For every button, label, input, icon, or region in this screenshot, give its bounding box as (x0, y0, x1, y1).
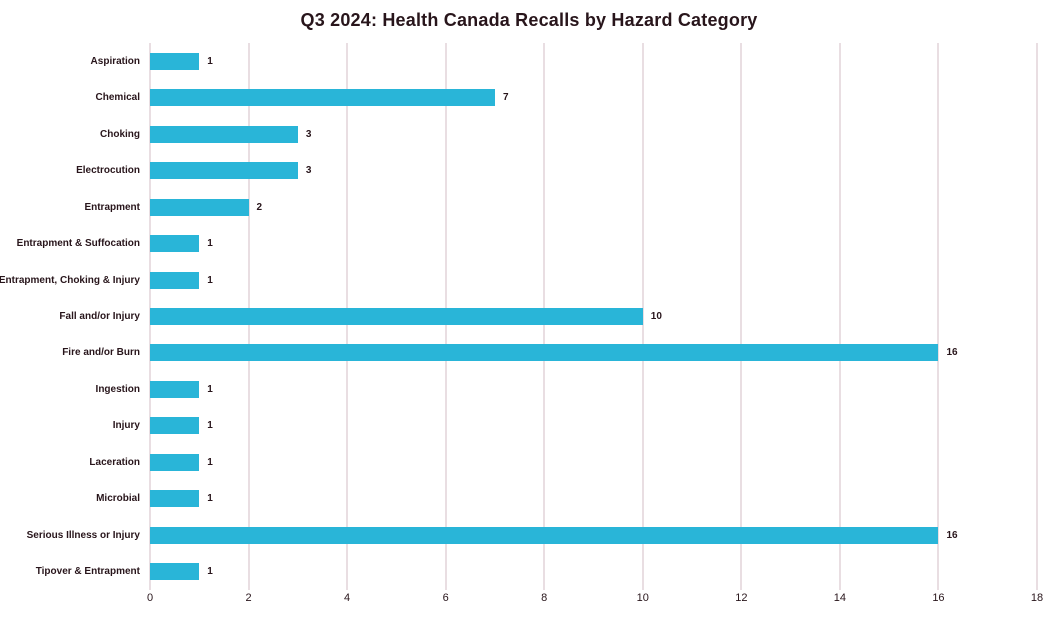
bar (150, 52, 200, 70)
category-label: Laceration (89, 456, 140, 468)
bar (150, 490, 200, 508)
value-label: 1 (207, 456, 213, 468)
plot-area: Aspiration 1 Chemical 7 Choking 3 Electrocutio… (0, 43, 1038, 590)
gridline (937, 43, 940, 590)
value-label: 1 (207, 383, 213, 395)
bar-row: Electrocution 3 (76, 152, 1037, 188)
bar (150, 344, 939, 362)
bar (150, 526, 939, 544)
category-label: Fire and/or Burn (62, 347, 140, 359)
bar-row: Entrapment, Choking & Injury 1 (0, 262, 1037, 298)
value-label: 1 (207, 493, 213, 505)
value-label: 1 (207, 274, 213, 286)
value-label: 7 (502, 92, 509, 104)
x-tick-label: 0 (146, 592, 154, 604)
x-tick-label: 14 (833, 592, 846, 604)
chart-title: Q3 2024: Health Canada Recalls by Hazard… (300, 10, 758, 30)
bar-row: Choking 3 (100, 116, 1037, 152)
category-label: Chemical (95, 92, 140, 104)
bar-row: Tipover & Entrapment 1 (36, 554, 1037, 590)
x-tick-label: 12 (735, 592, 748, 604)
bar (150, 308, 643, 326)
category-label: Tipover & Entrapment (35, 566, 140, 578)
bar-row: Aspiration 1 (91, 43, 1037, 79)
bar (150, 453, 200, 471)
value-label: 10 (650, 311, 662, 323)
gridline (838, 43, 841, 590)
bar-row: Chemical 7 (96, 79, 1037, 115)
value-label: 3 (305, 165, 312, 177)
gridline (1036, 43, 1038, 590)
gridline (740, 43, 743, 590)
bar-rows: Aspiration 1 Chemical 7 Choking 3 Electrocutio… (0, 43, 1037, 590)
x-tick-label: 18 (1030, 592, 1044, 604)
value-label: 2 (256, 201, 263, 213)
category-label: Ingestion (95, 383, 140, 395)
value-label: 16 (946, 347, 958, 359)
bar (150, 235, 200, 253)
x-tick-label: 10 (636, 592, 649, 604)
bar-row: Microbial 1 (96, 481, 1037, 517)
category-label: Microbial (96, 493, 140, 505)
category-label: Entrapment (84, 201, 140, 213)
bar-row: Entrapment & Suffocation 1 (17, 225, 1037, 261)
bar-row: Fire and/or Burn 16 (62, 335, 1037, 371)
x-tick-label: 4 (344, 592, 351, 604)
category-label: Choking (100, 128, 140, 140)
gridline (641, 43, 644, 590)
bar (150, 89, 495, 107)
x-axis: 0 2 4 6 8 10 12 14 16 18 (146, 592, 1043, 608)
bar-row: Laceration 1 (89, 444, 1037, 480)
value-label: 1 (207, 55, 213, 67)
category-label: Entrapment & Suffocation (16, 238, 140, 250)
bar (150, 198, 249, 216)
x-tick-label: 2 (245, 592, 252, 604)
value-label: 1 (207, 566, 213, 578)
bar (150, 417, 200, 435)
value-label: 16 (946, 529, 958, 541)
bar (150, 125, 298, 143)
bar (150, 271, 200, 289)
category-label: Entrapment, Choking & Injury (0, 274, 140, 286)
bar-row: Fall and/or Injury 10 (59, 298, 1037, 334)
value-label: 3 (305, 128, 312, 140)
category-label: Injury (112, 420, 140, 432)
bar (150, 380, 200, 398)
category-label: Aspiration (90, 55, 140, 67)
value-label: 1 (207, 420, 213, 432)
category-label: Fall and/or Injury (59, 311, 140, 323)
bar-row: Injury 1 (113, 408, 1037, 444)
x-tick-label: 6 (442, 592, 449, 604)
bar-row: Serious Illness or Injury 16 (27, 517, 1037, 553)
bar-row: Ingestion 1 (96, 371, 1037, 407)
bar-row: Entrapment 2 (84, 189, 1037, 225)
value-label: 1 (207, 238, 213, 250)
category-label: Serious Illness or Injury (26, 529, 140, 541)
bar (150, 162, 298, 180)
x-tick-label: 16 (932, 592, 945, 604)
bar (150, 563, 200, 581)
category-label: Electrocution (76, 165, 140, 177)
x-tick-label: 8 (541, 592, 548, 604)
